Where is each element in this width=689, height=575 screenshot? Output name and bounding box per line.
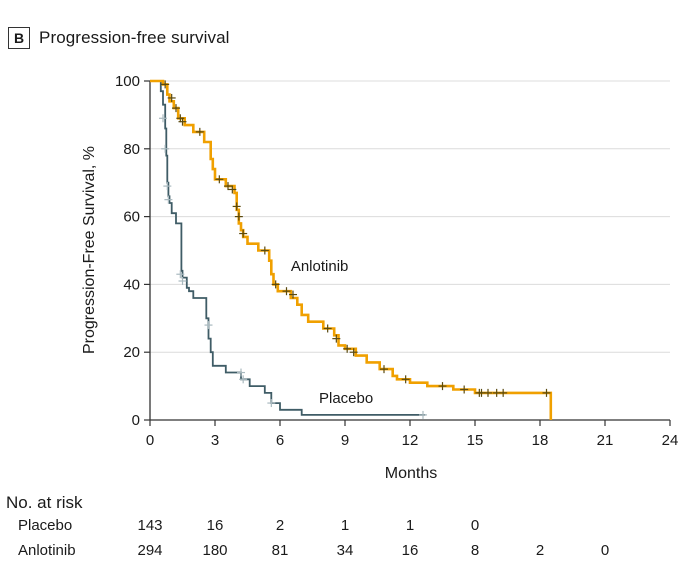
x-tick-label-12: 12 — [402, 432, 419, 449]
x-axis-title: Months — [385, 465, 437, 482]
censor-mark-anlotinib-9 — [232, 202, 241, 211]
risk-count-placebo-15: 0 — [471, 517, 479, 534]
risk-count-placebo-9: 1 — [341, 517, 349, 534]
censor-mark-placebo-9 — [267, 399, 276, 408]
x-tick-label-0: 0 — [146, 432, 154, 449]
risk-count-anlotinib-15: 8 — [471, 542, 479, 559]
censor-mark-anlotinib-0 — [161, 80, 170, 89]
censor-mark-anlotinib-12 — [260, 246, 269, 255]
censor-mark-anlotinib-22 — [438, 382, 447, 391]
y-axis-title: Progression-Free Survival, % — [81, 146, 98, 354]
censor-mark-anlotinib-16 — [323, 324, 332, 333]
censor-mark-placebo-8 — [239, 375, 248, 384]
censor-mark-anlotinib-15 — [289, 290, 297, 299]
risk-count-anlotinib-21: 0 — [601, 542, 609, 559]
panel-letter: B — [8, 27, 30, 49]
censor-mark-anlotinib-5 — [195, 127, 204, 136]
censor-mark-anlotinib-11 — [239, 229, 248, 238]
y-tick-label-40: 40 — [123, 276, 140, 293]
series-label-placebo: Placebo — [319, 390, 373, 407]
x-tick-label-15: 15 — [467, 432, 484, 449]
y-tick-label-80: 80 — [123, 141, 140, 158]
series-lines — [150, 79, 553, 420]
grid-lines — [150, 80, 670, 353]
censor-mark-anlotinib-20 — [380, 365, 388, 374]
censor-mark-anlotinib-8 — [228, 185, 237, 194]
censor-mark-placebo-4 — [176, 270, 185, 279]
y-tick-label-0: 0 — [132, 412, 140, 429]
risk-count-placebo-12: 1 — [406, 517, 414, 534]
censor-mark-placebo-3 — [164, 195, 173, 204]
censor-mark-anlotinib-21 — [401, 375, 410, 384]
x-tick-label-18: 18 — [532, 432, 549, 449]
axes: 0 20 40 60 80 100 0 3 6 9 12 15 18 21 24 — [115, 73, 678, 449]
panel-title: Progression-free survival — [39, 28, 230, 47]
censor-mark-anlotinib-17 — [332, 334, 341, 343]
y-tick-label-20: 20 — [123, 344, 140, 361]
y-tick-label-60: 60 — [123, 209, 140, 226]
risk-count-anlotinib-18: 2 — [536, 542, 544, 559]
censor-mark-anlotinib-7 — [224, 182, 232, 191]
risk-count-anlotinib-3: 180 — [202, 542, 227, 559]
censor-mark-anlotinib-23 — [460, 385, 469, 394]
x-tick-label-24: 24 — [662, 432, 679, 449]
x-tick-label-3: 3 — [211, 432, 219, 449]
risk-count-placebo-0: 143 — [137, 517, 162, 534]
censor-mark-anlotinib-13 — [271, 280, 280, 289]
risk-count-anlotinib-12: 16 — [402, 542, 419, 559]
censor-mark-anlotinib-4 — [178, 117, 187, 126]
censor-mark-placebo-7 — [237, 368, 245, 377]
panel-header: B Progression-free survival — [8, 26, 230, 50]
censor-mark-anlotinib-6 — [215, 175, 224, 184]
censor-mark-placebo-1 — [161, 144, 170, 153]
risk-count-placebo-6: 2 — [276, 517, 284, 534]
censor-mark-placebo-2 — [163, 182, 172, 191]
censor-mark-anlotinib-14 — [282, 287, 291, 296]
series-label-anlotinib: Anlotinib — [291, 258, 349, 275]
risk-count-anlotinib-9: 34 — [337, 542, 354, 559]
risk-count-anlotinib-0: 294 — [137, 542, 162, 559]
risk-table: No. at risk Placebo 143 16 2 1 1 0 Anlotinib 294… — [6, 493, 609, 559]
censor-mark-anlotinib-10 — [234, 212, 243, 221]
censor-mark-anlotinib-26 — [484, 388, 492, 397]
risk-row-label-placebo: Placebo — [18, 517, 72, 534]
axis-labels: Progression-Free Survival, % Months — [81, 146, 437, 482]
risk-table-heading: No. at risk — [6, 493, 83, 512]
risk-row-label-anlotinib: Anlotinib — [18, 542, 76, 559]
risk-count-anlotinib-6: 81 — [272, 542, 289, 559]
annotations: Anlotinib Placebo — [291, 258, 373, 407]
y-tick-label-100: 100 — [115, 73, 140, 90]
series-line-anlotinib — [150, 79, 553, 420]
censor-mark-placebo-0 — [159, 114, 167, 123]
x-tick-label-9: 9 — [341, 432, 349, 449]
censor-mark-anlotinib-28 — [499, 388, 508, 397]
censor-mark-anlotinib-18 — [343, 344, 352, 353]
censor-mark-placebo-10 — [419, 410, 427, 419]
x-tick-label-21: 21 — [597, 432, 614, 449]
risk-count-placebo-3: 16 — [207, 517, 224, 534]
censor-mark-anlotinib-29 — [542, 388, 551, 397]
censor-mark-placebo-5 — [178, 277, 187, 286]
x-tick-label-6: 6 — [276, 432, 284, 449]
censor-mark-anlotinib-1 — [167, 93, 176, 102]
censor-mark-anlotinib-19 — [349, 348, 358, 357]
censor-mark-placebo-6 — [204, 321, 213, 330]
series-line-placebo — [150, 80, 426, 416]
censor-mark-anlotinib-2 — [172, 104, 180, 113]
